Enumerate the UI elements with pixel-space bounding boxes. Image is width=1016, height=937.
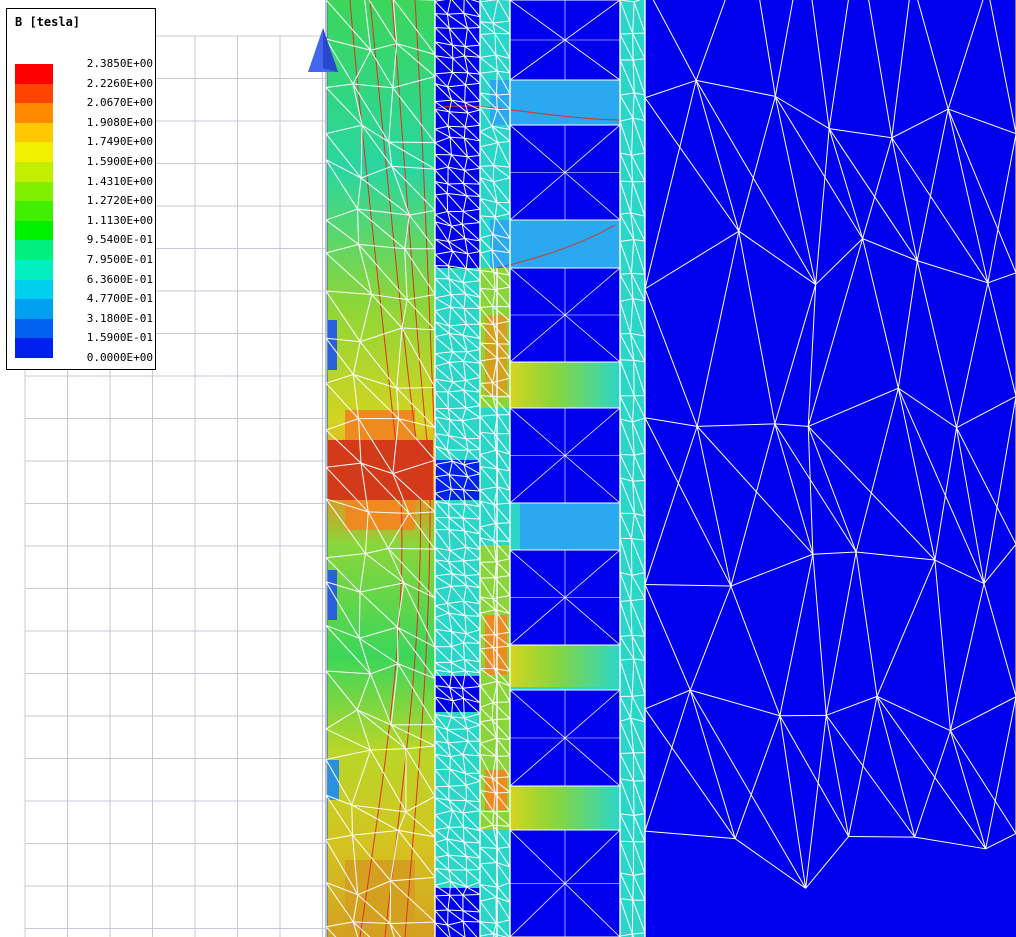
- legend-tick-label: 1.5900E+00: [86, 155, 153, 168]
- legend-swatch: [15, 220, 53, 241]
- legend-tick-label: 7.9500E-01: [86, 253, 153, 266]
- legend-tick-label: 3.1800E-01: [86, 311, 153, 325]
- legend-tick-label: 2.3850E+00: [86, 57, 153, 70]
- legend-tick-label: 0.0000E+00: [86, 351, 153, 364]
- region-outlines: [434, 0, 646, 937]
- legend-swatch: [15, 181, 53, 202]
- legend-tick-label: 9.5400E-01: [86, 233, 153, 247]
- legend-swatch: [15, 279, 53, 300]
- color-legend: B [tesla] 2.3850E+00 2.2260E+00 2.0670E+00…: [6, 8, 156, 370]
- legend-swatch: [15, 122, 53, 143]
- legend-tick-label: 1.1130E+00: [86, 213, 153, 227]
- legend-swatch: [15, 103, 53, 123]
- legend-swatch: [15, 83, 53, 104]
- legend-swatch: [15, 162, 53, 182]
- legend-swatch: [15, 240, 53, 260]
- legend-tick-label: 2.2260E+00: [86, 76, 153, 90]
- legend-swatch: [15, 260, 53, 280]
- legend-tick-label: 2.0670E+00: [86, 96, 153, 110]
- legend-tick-label: 4.7700E-01: [86, 292, 153, 306]
- legend-swatch: [15, 142, 53, 162]
- axis-arrow-icon: [308, 28, 338, 72]
- legend-swatch: [15, 299, 53, 319]
- legend-swatch: [15, 338, 53, 358]
- legend-tick-label: 1.9080E+00: [86, 115, 153, 129]
- legend-swatch: [15, 201, 53, 221]
- legend-tick-label: 1.7490E+00: [86, 135, 153, 149]
- legend-tick-label: 1.5900E-01: [86, 331, 153, 345]
- legend-tick-label: 1.2720E+00: [86, 194, 153, 208]
- legend-swatch: [15, 318, 53, 339]
- outer-air-region: [645, 0, 1016, 937]
- legend-title: B [tesla]: [15, 15, 81, 29]
- legend-tick-label: 1.4310E+00: [86, 174, 153, 188]
- legend-tick-label: 6.3600E-01: [86, 272, 153, 286]
- legend-swatch: [15, 64, 53, 84]
